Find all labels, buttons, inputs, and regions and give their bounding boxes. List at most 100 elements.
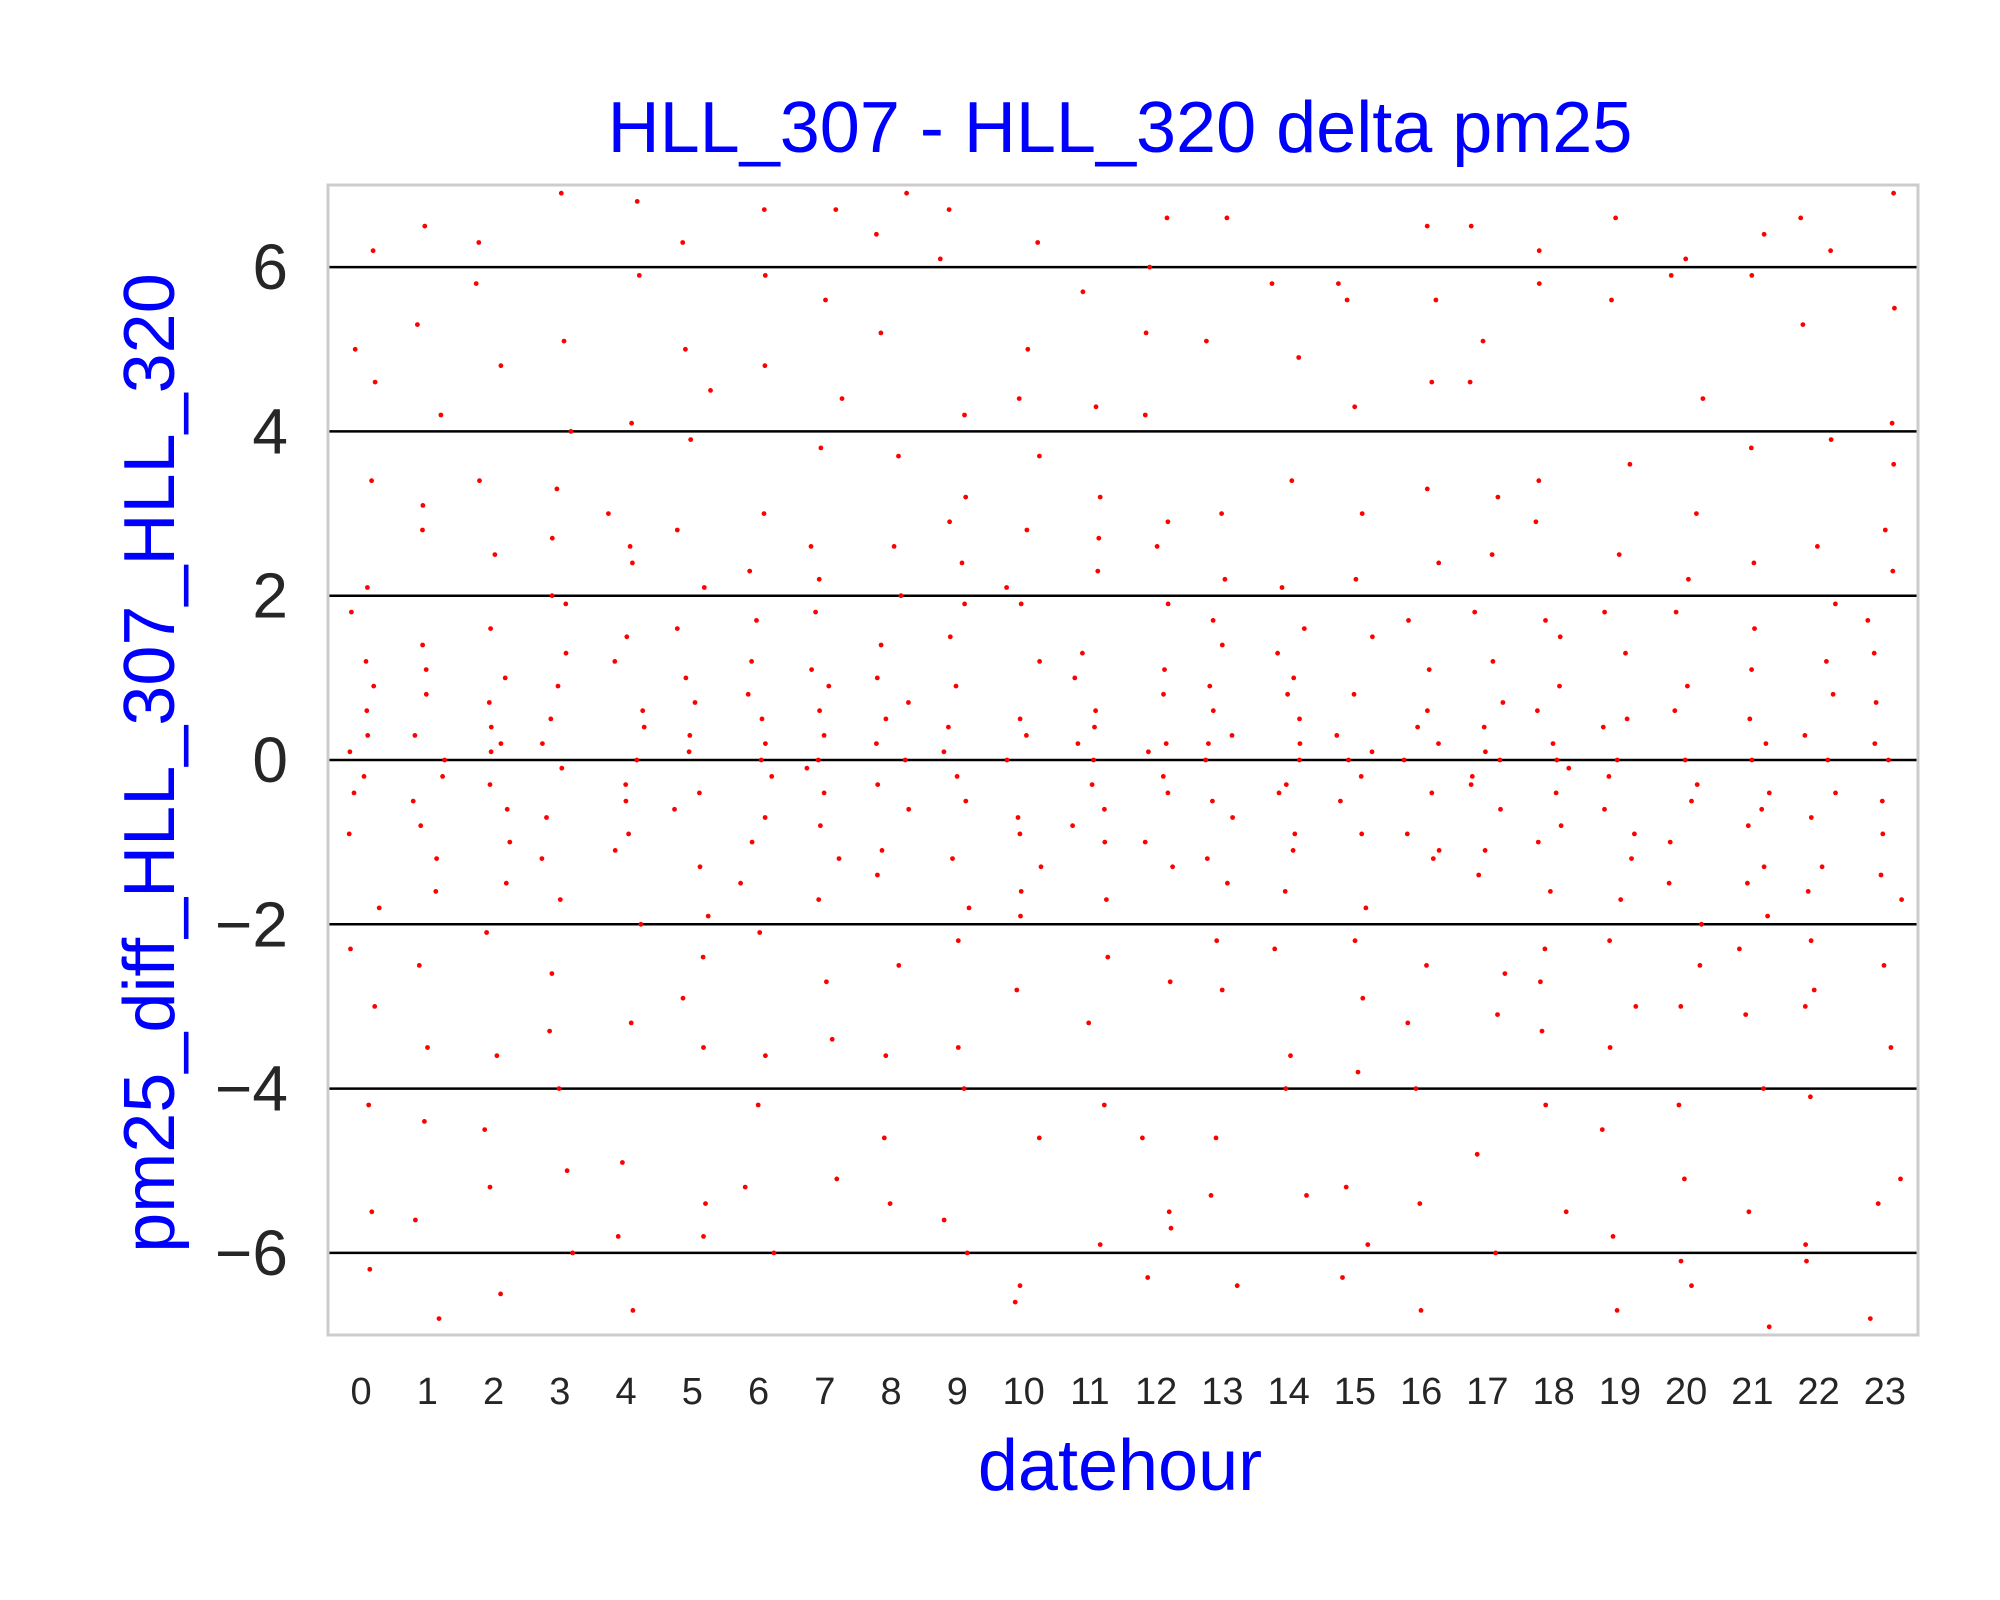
data-point [700,954,706,960]
data-point [1417,1201,1423,1206]
data-point [1751,560,1757,566]
data-point [1815,544,1820,549]
data-point [1370,634,1375,640]
data-point [879,848,885,853]
data-point [1369,749,1375,755]
data-point [570,1250,575,1256]
data-point [1206,741,1211,746]
data-point [1879,798,1885,804]
data-point [1878,872,1884,878]
data-point [896,453,901,459]
data-point [1493,1250,1498,1256]
y-axis-label: pm25_diff_HLL_307_HLL_320 [110,273,190,1253]
data-point [1497,757,1503,763]
data-point [1614,757,1620,763]
data-point [1346,757,1351,763]
data-point [1498,806,1503,812]
data-point [606,511,611,516]
data-point [1168,1225,1174,1231]
data-point [1093,404,1099,410]
data-point [1802,1004,1808,1009]
data-point [757,930,763,935]
data-point [1804,1258,1809,1264]
data-point [946,207,952,213]
data-point [1689,798,1694,804]
data-point [688,437,694,442]
x-tick-label: 19 [1599,1371,1641,1413]
data-point [1296,355,1302,360]
y-tick-label: 6 [252,231,288,303]
data-point [1745,823,1751,829]
data-point [1343,1184,1349,1190]
data-point [1075,741,1081,746]
data-point [1080,650,1085,656]
data-point [755,1102,761,1108]
data-point [370,248,376,254]
data-point [1808,1094,1813,1100]
data-point [1666,880,1672,886]
data-point [416,963,422,968]
data-point [817,708,822,714]
data-point [1292,831,1298,837]
data-point [1210,708,1216,714]
data-point [372,1004,378,1009]
data-point [1535,708,1540,714]
data-point [1289,478,1295,484]
y-tick-label: −2 [215,888,288,960]
data-point [1678,1004,1684,1009]
data-point [1482,848,1488,853]
data-point [488,724,494,730]
data-point [1035,240,1041,245]
data-point [420,527,425,533]
data-point [1500,700,1506,705]
data-point [1875,1201,1881,1206]
data-point [623,782,629,787]
data-point [1548,889,1553,894]
data-point [769,774,775,779]
x-tick-label: 21 [1731,1371,1773,1413]
data-point [369,478,374,484]
data-point [1092,724,1097,730]
data-point [549,535,555,541]
x-tick-label: 9 [947,1371,968,1413]
data-point [504,806,510,812]
data-point [875,872,880,878]
data-point [1737,946,1742,952]
data-point [1467,379,1473,385]
data-point [742,1184,748,1190]
data-points [346,190,1904,1330]
data-point [1828,248,1833,254]
data-point [1685,683,1690,689]
data-point [488,626,493,631]
data-point [1891,461,1897,467]
data-point [1483,749,1488,755]
data-point [1749,667,1754,672]
data-point [1230,815,1235,820]
data-point [1018,889,1024,894]
data-point [1554,757,1560,763]
data-point [1616,552,1622,557]
data-point [630,1308,636,1313]
y-tick-label: 2 [252,560,288,632]
data-point [1234,1283,1240,1289]
data-point [1490,659,1496,664]
data-point [1472,609,1478,615]
data-point [745,691,751,697]
data-point [1623,650,1628,656]
data-point [809,667,814,672]
data-point [549,593,555,599]
data-point [1219,511,1224,516]
data-point [473,281,479,286]
data-point [494,1053,500,1059]
x-tick-label: 17 [1466,1371,1508,1413]
data-point [564,1168,570,1174]
data-point [367,1266,373,1272]
data-point [420,642,425,648]
data-point [1765,913,1770,919]
data-point [1080,289,1086,295]
data-point [839,396,845,401]
data-point [1297,716,1302,722]
data-point [680,240,686,245]
data-point [1269,281,1275,286]
data-point [482,1127,488,1132]
